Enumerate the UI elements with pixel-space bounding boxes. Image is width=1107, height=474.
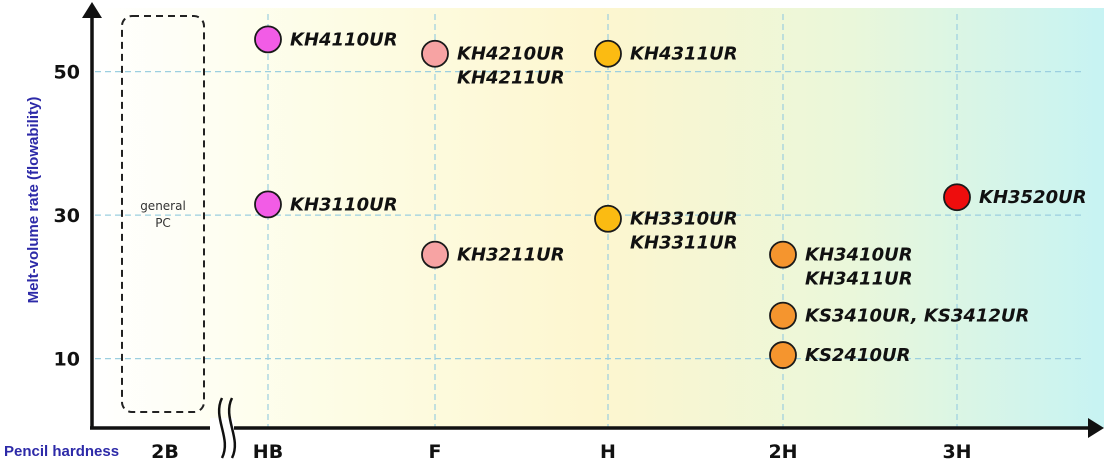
general-pc-box	[121, 15, 205, 413]
x-tick-label-hb: HB	[253, 441, 283, 463]
x-tick-label-f: F	[429, 441, 442, 463]
x-tick-label-2b: 2B	[151, 441, 179, 463]
data-point-4	[421, 240, 449, 269]
data-label-1-1: KH4211UR	[457, 68, 565, 89]
general-pc-label-line2: PC	[155, 216, 171, 230]
data-label-6-1: KH3411UR	[805, 269, 913, 290]
general-pc-label-line1: general	[140, 199, 186, 213]
data-point-3	[254, 190, 282, 219]
data-point-9	[943, 183, 971, 212]
data-point-5	[594, 204, 622, 233]
x-tick-label-h: H	[600, 441, 616, 463]
data-point-2	[594, 39, 622, 68]
data-label-4-0: KH3211UR	[457, 245, 565, 266]
data-label-8-0: KS2410UR	[805, 345, 911, 366]
y-tick-label-30: 30	[54, 205, 80, 227]
data-points: KH4110UR KH4210UR KH4211UR KH4311UR KH3110UR…	[254, 25, 1087, 369]
axes	[82, 2, 1104, 459]
y-tick-labels: 10 30 50	[54, 62, 80, 371]
data-label-5-0: KH3310UR	[630, 209, 738, 230]
x-axis-title: Pencil hardness	[4, 443, 119, 460]
data-label-5-1: KH3311UR	[630, 233, 738, 254]
data-label-2-0: KH4311UR	[630, 44, 738, 65]
data-label-7-0: KS3410UR, KS3412UR	[805, 306, 1029, 327]
y-axis-title: Melt-volume rate (flowability)	[25, 97, 42, 304]
x-tick-label-2h: 2H	[768, 441, 797, 463]
axis-break-mark-1	[217, 397, 227, 459]
y-tick-label-10: 10	[54, 349, 80, 371]
data-label-3-0: KH3110UR	[290, 194, 398, 215]
x-tick-label-3h: 3H	[942, 441, 971, 463]
x-tick-labels: 2B HB F H 2H 3H	[151, 441, 971, 463]
data-label-9-0: KH3520UR	[979, 187, 1087, 208]
data-label-1-0: KH4210UR	[457, 44, 565, 65]
data-label-6-0: KH3410UR	[805, 245, 913, 266]
y-axis-arrow	[82, 2, 102, 18]
x-axis-arrow	[1088, 418, 1104, 438]
y-tick-label-50: 50	[54, 62, 80, 84]
data-point-0	[254, 25, 282, 54]
data-point-8	[769, 341, 797, 369]
data-point-1	[421, 39, 449, 68]
axis-break-mark-2	[227, 397, 237, 459]
data-point-7	[769, 301, 797, 330]
data-point-6	[769, 240, 797, 269]
data-label-0-0: KH4110UR	[290, 29, 398, 50]
